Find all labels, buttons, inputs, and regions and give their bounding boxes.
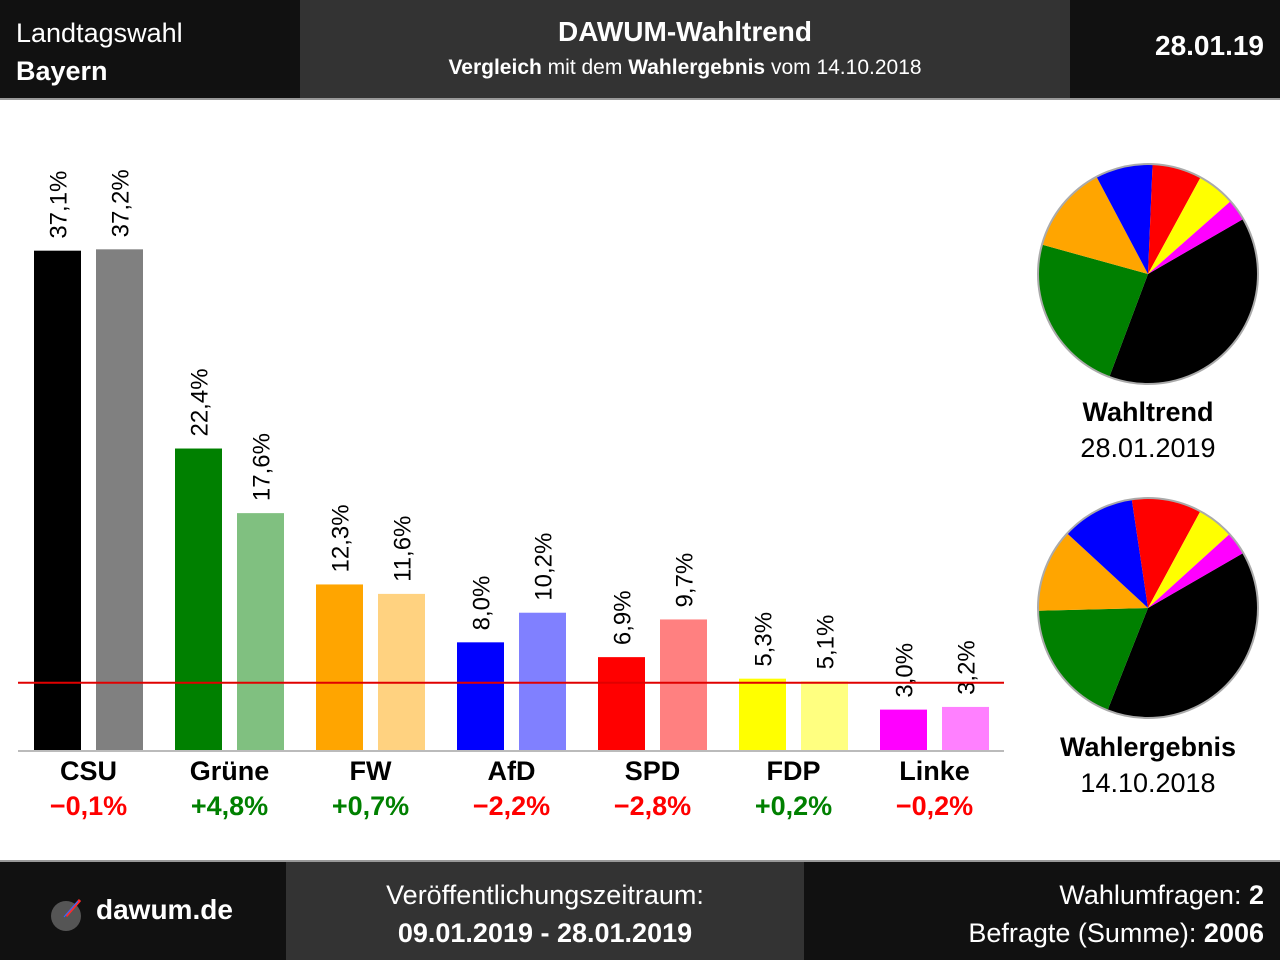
change-label-fw: +0,7% bbox=[332, 791, 409, 821]
pie-wahltrend-slice-fw bbox=[1041, 176, 1148, 274]
footer-divider bbox=[0, 860, 1280, 862]
subtitle-part-2: mit dem bbox=[541, 56, 629, 79]
brand-name: dawum.de bbox=[96, 894, 233, 925]
value-label-afd-trend: 8,0% bbox=[469, 576, 496, 631]
subtitle-part-3: Wahlergebnis bbox=[628, 56, 766, 79]
bar-fw-trend bbox=[316, 584, 363, 750]
value-label-fw-result: 11,6% bbox=[390, 516, 417, 582]
header-date: 28.01.19 bbox=[1155, 30, 1264, 61]
pie-wahlergebnis-slice-grüne bbox=[1038, 608, 1148, 711]
bar-csu-result bbox=[96, 249, 143, 750]
footer-period: Veröffentlichungszeitraum: 09.01.2019 - … bbox=[286, 862, 804, 960]
bar-afd-trend bbox=[457, 642, 504, 750]
value-label-linke-trend: 3,0% bbox=[892, 643, 919, 698]
bar-fdp-trend bbox=[739, 678, 786, 750]
category-label-fdp: FDP bbox=[767, 756, 821, 786]
bar-spd-result bbox=[660, 619, 707, 750]
header-divider bbox=[0, 98, 1280, 100]
pie-wahlergebnis-slice-linke bbox=[1148, 534, 1244, 608]
pie-wahlergebnis bbox=[1037, 497, 1259, 719]
pie-wahltrend bbox=[1037, 163, 1259, 385]
pie-wahltrend-slice-csu bbox=[1109, 219, 1258, 384]
value-label-csu-result: 37,2% bbox=[108, 169, 135, 237]
subtitle-part-1: Vergleich bbox=[448, 56, 542, 79]
category-label-csu: CSU bbox=[60, 756, 117, 786]
pie-wahlergebnis-date: 14.10.2018 bbox=[1080, 768, 1216, 798]
pie-wahlergebnis-outline bbox=[1037, 497, 1259, 719]
change-label-linke: −0,2% bbox=[896, 791, 973, 821]
pie-wahlergebnis-slice-spd bbox=[1131, 498, 1201, 608]
category-label-grüne: Grüne bbox=[190, 756, 270, 786]
pie-wahltrend-slice-afd bbox=[1096, 164, 1153, 274]
pie-wahlergebnis-caption: Wahlergebnis 14.10.2018 bbox=[1018, 729, 1278, 801]
change-label-afd: −2,2% bbox=[473, 791, 550, 821]
category-label-afd: AfD bbox=[488, 756, 536, 786]
pie-wahlergebnis-slice-csu bbox=[1107, 553, 1258, 718]
pie-wahltrend-slice-fdp bbox=[1148, 177, 1231, 274]
value-label-fdp-result: 5,1% bbox=[813, 615, 840, 670]
pie-wahltrend-title: Wahltrend bbox=[1082, 397, 1214, 427]
dawum-logo-icon bbox=[51, 899, 82, 931]
bar-linke-trend bbox=[880, 709, 927, 750]
pie-wahlergebnis-slice-fw bbox=[1038, 533, 1148, 611]
value-label-grüne-trend: 22,4% bbox=[187, 368, 214, 436]
subtitle-part-4: vom 14.10.2018 bbox=[765, 56, 922, 79]
pie-wahlergebnis-slice-afd bbox=[1067, 499, 1148, 608]
pie-wahlergebnis-slice-fdp bbox=[1148, 511, 1230, 608]
category-label-spd: SPD bbox=[625, 756, 681, 786]
change-label-grüne: +4,8% bbox=[191, 791, 268, 821]
bar-fdp-result bbox=[801, 681, 848, 750]
bar-grüne-result bbox=[237, 513, 284, 750]
header-title-block: DAWUM-Wahltrend Vergleich mit dem Wahler… bbox=[300, 0, 1070, 98]
change-label-spd: −2,8% bbox=[614, 791, 691, 821]
pie-wahltrend-outline bbox=[1037, 163, 1259, 385]
value-label-fw-trend: 12,3% bbox=[328, 504, 355, 572]
value-label-fdp-trend: 5,3% bbox=[751, 612, 778, 667]
period-value: 09.01.2019 - 28.01.2019 bbox=[397, 918, 693, 948]
header-date-block: 28.01.19 bbox=[1070, 0, 1280, 98]
polls-label: Wahlumfragen: bbox=[1059, 880, 1249, 910]
bar-fw-result bbox=[378, 593, 425, 750]
respondents-label: Befragte (Summe): bbox=[968, 918, 1204, 948]
footer-stats: Wahlumfragen: 2 Befragte (Summe): 2006 bbox=[804, 862, 1280, 960]
state-name: Bayern bbox=[16, 56, 108, 86]
bar-linke-result bbox=[942, 706, 989, 750]
bar-afd-result bbox=[519, 612, 566, 750]
value-label-afd-result: 10,2% bbox=[531, 533, 558, 601]
election-type: Landtagswahl bbox=[16, 18, 183, 48]
footer-brand[interactable]: dawum.de bbox=[0, 862, 286, 960]
category-label-linke: Linke bbox=[899, 756, 970, 786]
value-label-spd-result: 9,7% bbox=[672, 553, 699, 608]
pie-wahltrend-date: 28.01.2019 bbox=[1080, 433, 1216, 463]
respondents-count: Befragte (Summe): 2006 bbox=[804, 914, 1264, 952]
value-label-linke-result: 3,2% bbox=[954, 640, 981, 695]
polls-count: Wahlumfragen: 2 bbox=[804, 876, 1264, 914]
page-title: DAWUM-Wahltrend bbox=[557, 16, 813, 47]
page-subtitle: Vergleich mit dem Wahlergebnis vom 14.10… bbox=[300, 50, 1070, 86]
respondents-value: 2006 bbox=[1203, 918, 1264, 948]
category-label-fw: FW bbox=[350, 756, 392, 786]
bar-csu-trend bbox=[34, 250, 81, 750]
value-label-grüne-result: 17,6% bbox=[249, 433, 276, 501]
pie-wahlergebnis-title: Wahlergebnis bbox=[1059, 732, 1237, 762]
polls-value: 2 bbox=[1248, 880, 1264, 910]
pie-wahltrend-caption: Wahltrend 28.01.2019 bbox=[1018, 394, 1278, 466]
bar-spd-trend bbox=[598, 657, 645, 750]
change-label-fdp: +0,2% bbox=[755, 791, 832, 821]
bar-grüne-trend bbox=[175, 448, 222, 750]
value-label-spd-trend: 6,9% bbox=[610, 590, 637, 645]
value-label-csu-trend: 37,1% bbox=[46, 171, 73, 239]
pie-wahltrend-slice-spd bbox=[1148, 164, 1201, 274]
header-region: Landtagswahl Bayern bbox=[0, 0, 300, 98]
pie-wahltrend-slice-linke bbox=[1148, 201, 1244, 274]
bar-chart: 37,1% 37,2% CSU −0,1% 22,4% 17,6% Grüne +4,8% 12… bbox=[18, 169, 1004, 821]
change-label-csu: −0,1% bbox=[50, 791, 127, 821]
pie-wahltrend-slice-grüne bbox=[1038, 244, 1148, 377]
period-label: Veröffentlichungszeitraum: bbox=[386, 880, 704, 910]
